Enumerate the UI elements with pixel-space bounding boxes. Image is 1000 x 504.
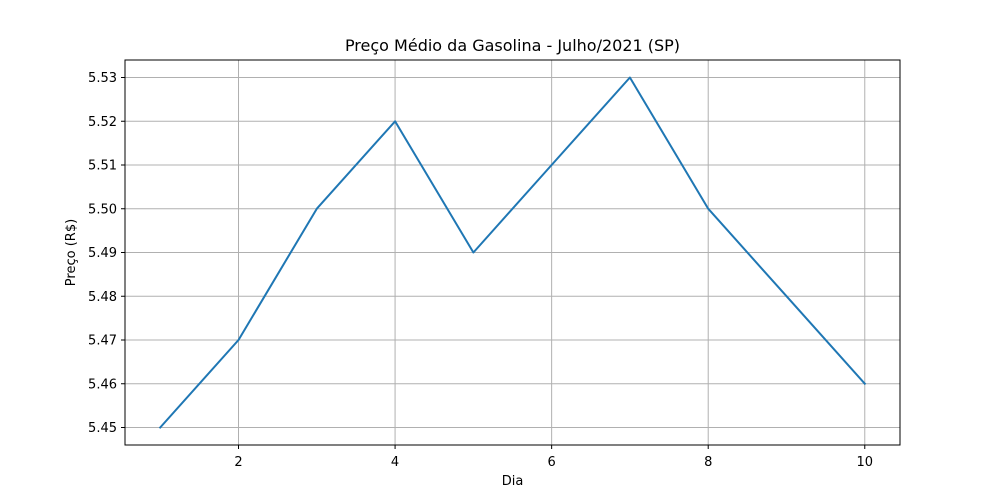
x-axis-label: Dia bbox=[502, 474, 524, 489]
axis-ticks: 2 4 6 8 10 5.45 5.46 5.47 5.48 5.49 5.50 5.51 5.52 5.… bbox=[88, 71, 873, 470]
y-tick-label: 5.47 bbox=[88, 334, 117, 349]
y-tick-label: 5.52 bbox=[88, 115, 117, 130]
y-tick-label: 5.49 bbox=[88, 246, 117, 261]
x-tick-label: 8 bbox=[704, 455, 712, 470]
y-axis-label: Preço (R$) bbox=[64, 219, 79, 286]
chart-title: Preço Médio da Gasolina - Julho/2021 (SP… bbox=[345, 36, 680, 55]
x-tick-label: 10 bbox=[856, 455, 873, 470]
x-tick-label: 4 bbox=[391, 455, 399, 470]
y-tick-label: 5.46 bbox=[88, 377, 117, 392]
y-tick-label: 5.51 bbox=[88, 159, 117, 174]
y-tick-label: 5.45 bbox=[88, 421, 117, 436]
series-layer bbox=[158, 76, 867, 429]
x-tick-label: 2 bbox=[234, 455, 242, 470]
x-tick-label: 6 bbox=[548, 455, 556, 470]
series-line bbox=[158, 76, 867, 429]
y-tick-label: 5.50 bbox=[88, 202, 117, 217]
y-tick-label: 5.53 bbox=[88, 71, 117, 86]
grid bbox=[125, 60, 900, 445]
y-tick-label: 5.48 bbox=[88, 290, 117, 305]
